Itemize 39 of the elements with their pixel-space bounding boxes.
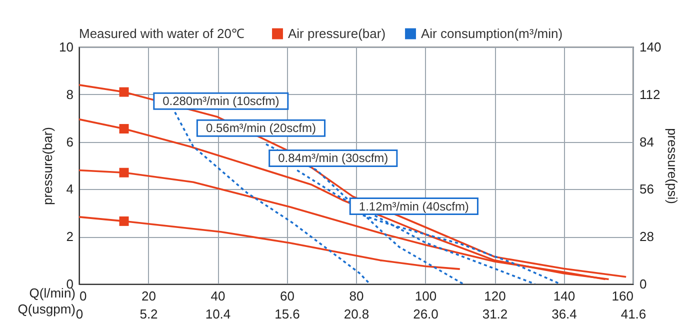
x-tick-label: 80 [349,288,364,304]
y2-tick-label: 0 [640,276,647,292]
y-tick-label: 2 [66,229,74,244]
x2-tick-label: 36.4 [552,306,577,322]
x2-tick-label: 0 [76,306,84,322]
y2-tick-label: 140 [640,40,662,54]
legend-label: Air consumption(m³/min) [421,26,563,41]
y-axis-title: pressure(bar) [40,126,56,206]
legend-title: Measured with water of 20℃ [79,26,244,41]
x-tick-label: 40 [210,288,226,304]
y2-tick-label: 84 [640,134,654,150]
y-tick-label: 6 [66,134,74,150]
x-tick-label: 140 [553,288,576,304]
x-tick-label: 20 [142,288,156,304]
annotation: 0.84m³/min (30scfm) [278,151,388,166]
x-tick-label: 100 [414,288,437,304]
x2-tick-label: 20.8 [344,306,370,322]
y-tick-label: 10 [59,40,74,54]
x-tick-label: 0 [80,288,87,304]
y2-axis-title: pressure(psi) [665,128,680,204]
y-tick-label: 8 [66,86,74,102]
annotation: 1.12m³/min (40scfm) [358,199,469,214]
y2-tick-label: 56 [640,182,654,197]
x2-tick-label: 26.0 [413,306,438,322]
y2-tick-label: 112 [640,86,660,102]
x2-tick-label: 41.6 [620,306,646,322]
x2-tick-label: 31.2 [482,306,508,322]
y-tick-label: 4 [66,182,74,197]
x2-axis-title: Q(usgpm) [18,302,76,316]
annotation: 0.56m³/min (20scfm) [206,121,316,136]
x-tick-label: 160 [612,288,634,304]
x-tick-label: 120 [484,288,506,304]
legend-label: Air pressure(bar) [288,26,386,41]
x2-tick-label: 10.4 [205,306,231,322]
x2-tick-label: 5.2 [140,306,158,322]
x2-tick-label: 15.6 [274,306,300,322]
annotation: 0.280m³/min (10scfm) [162,94,280,108]
x-tick-label: 60 [280,288,294,304]
y2-tick-label: 28 [640,229,654,244]
